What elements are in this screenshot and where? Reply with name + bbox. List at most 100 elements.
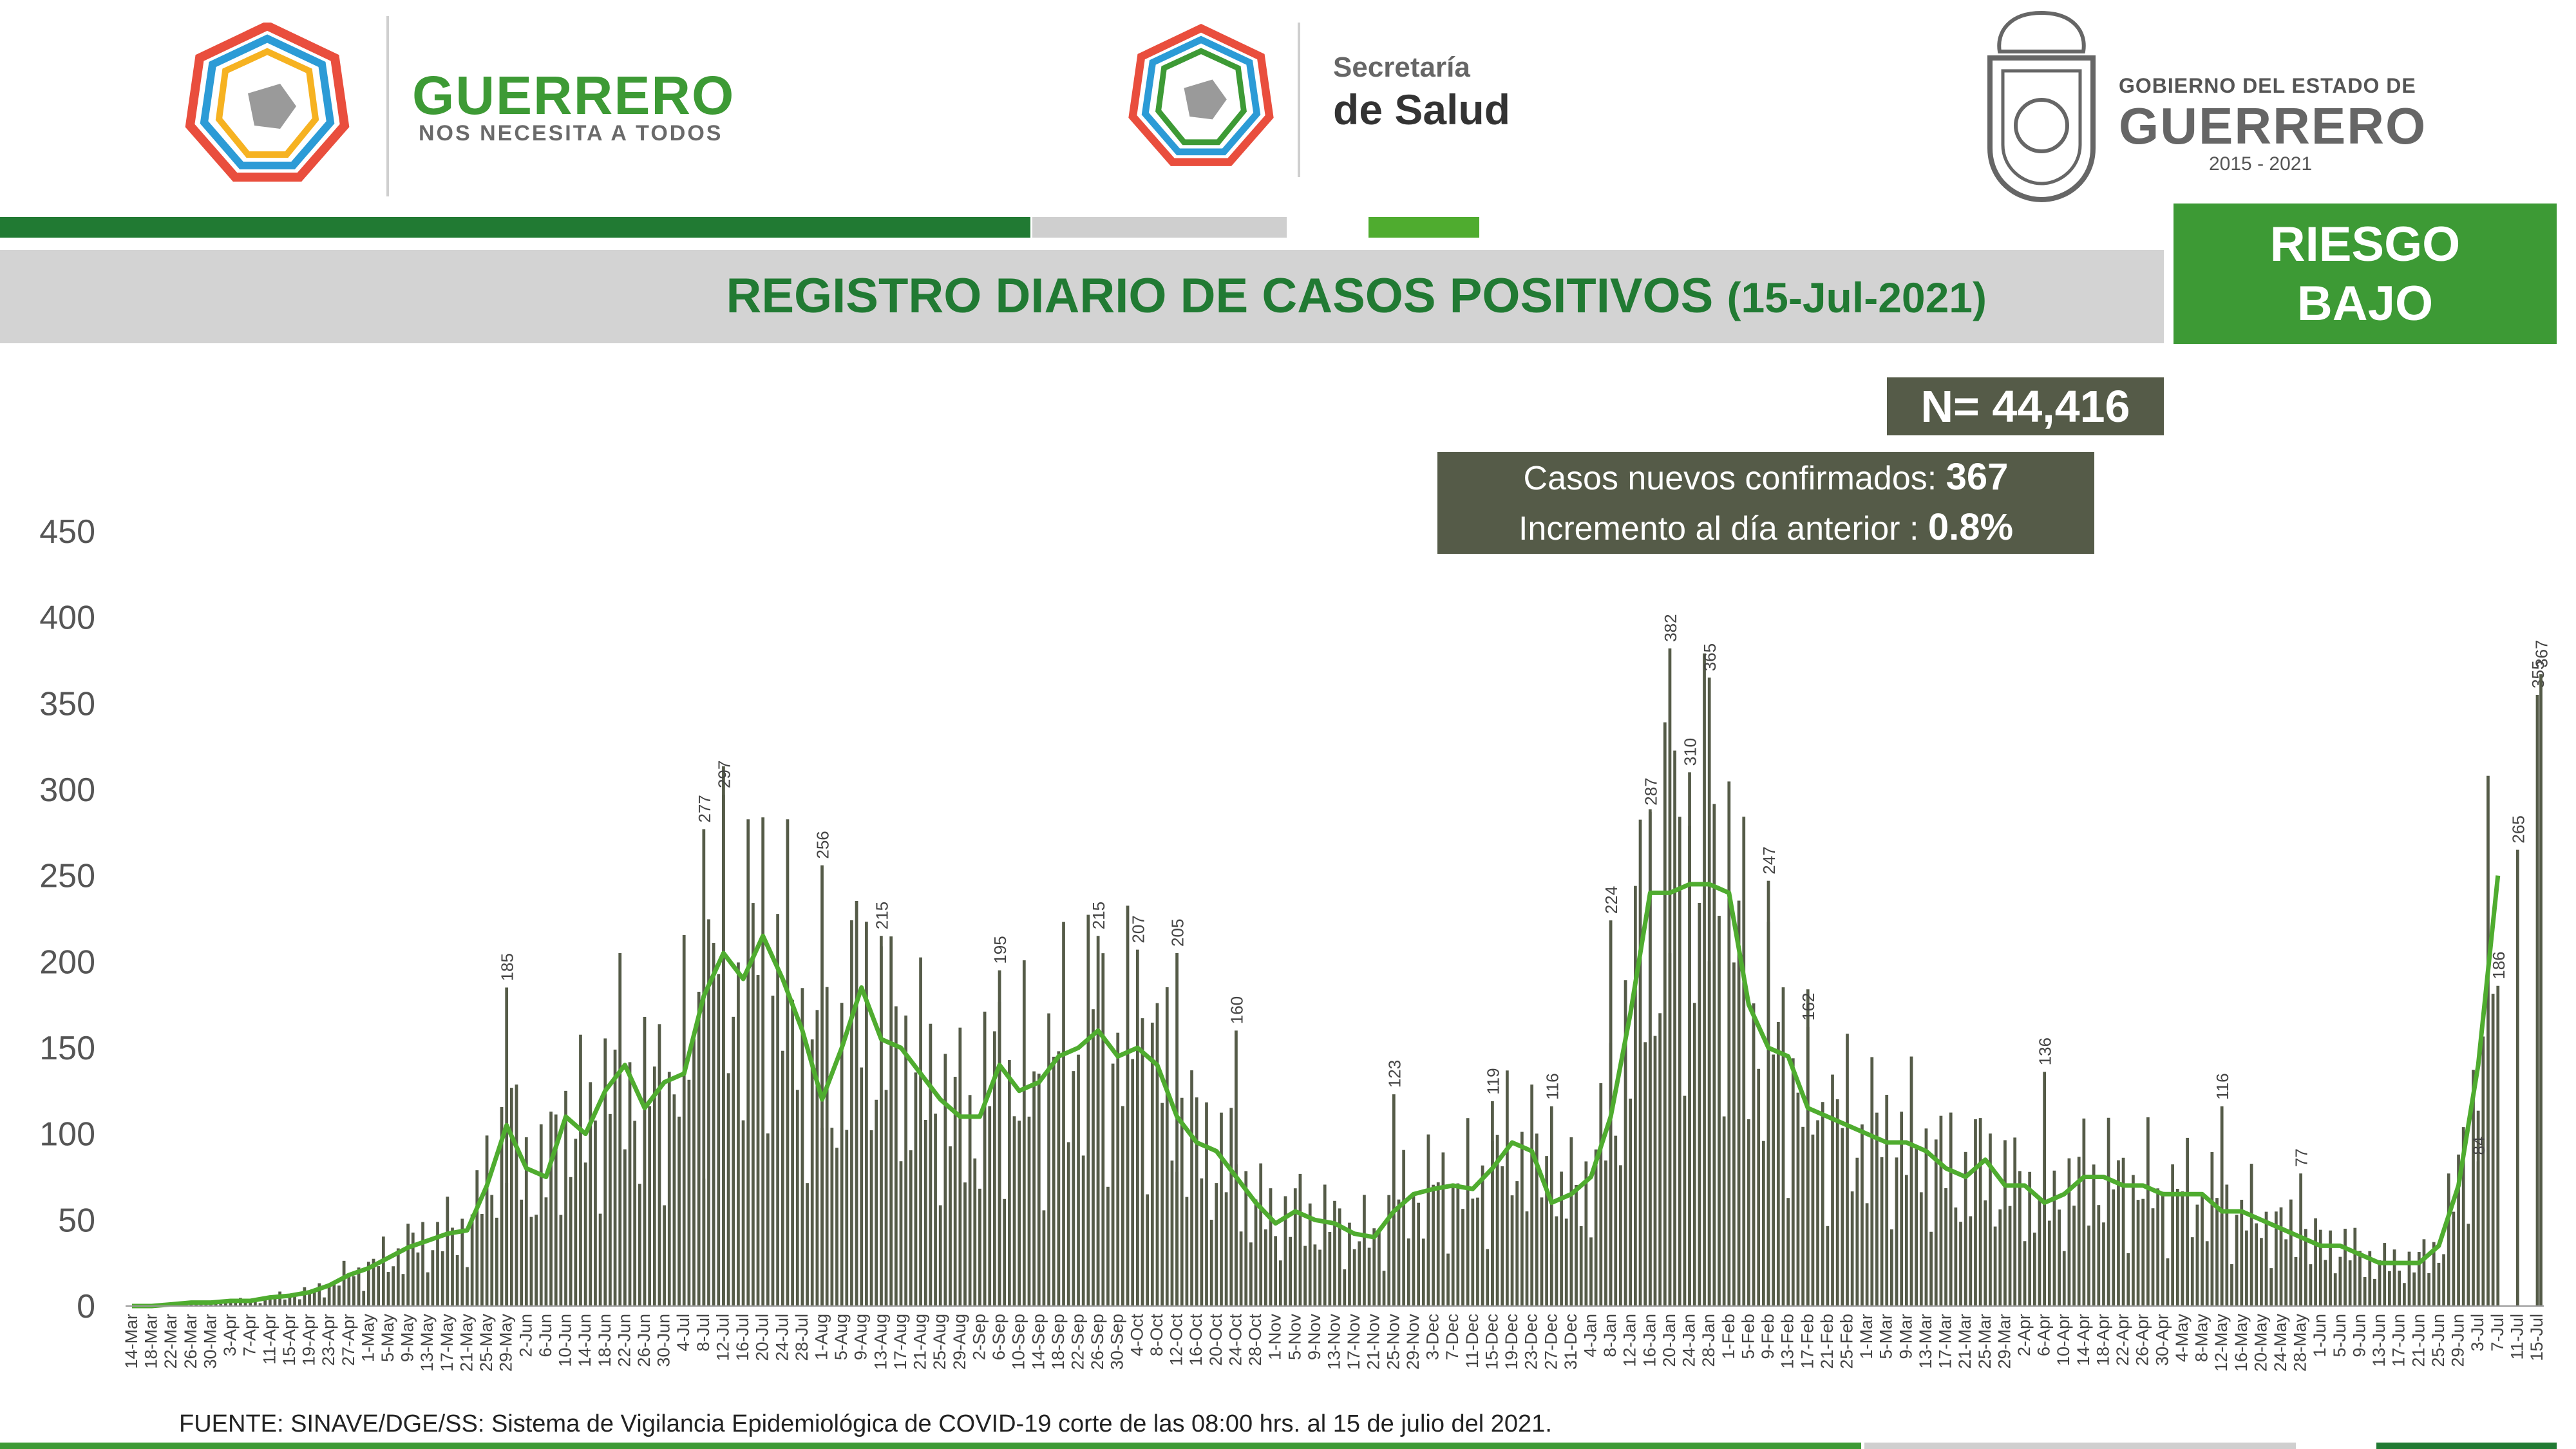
x-tick-label: 5-Nov	[1285, 1314, 1304, 1361]
daily-bar	[2314, 1218, 2317, 1306]
total-cases-box: N= 44,416	[1887, 377, 2164, 435]
daily-bar	[1589, 1237, 1593, 1306]
daily-bar	[1481, 1165, 1484, 1306]
daily-bar	[2383, 1243, 2387, 1306]
daily-bar	[2077, 1157, 2081, 1306]
x-tick-label: 1-Feb	[1719, 1314, 1738, 1359]
x-tick-label: 28-Jan	[1699, 1314, 1718, 1367]
daily-bar	[1220, 1112, 1223, 1306]
daily-bar	[751, 903, 755, 1306]
daily-bar	[1101, 953, 1105, 1306]
daily-bar	[2348, 1260, 2352, 1306]
bar-value-label: 116	[2213, 1073, 2232, 1099]
daily-bar	[1446, 1253, 1450, 1306]
x-tick-label: 11-Dec	[1463, 1314, 1482, 1368]
x-tick-label: 26-Sep	[1088, 1314, 1107, 1370]
daily-bar	[1333, 1200, 1336, 1306]
x-tick-label: 5-Feb	[1738, 1314, 1757, 1359]
bar-value-label: 207	[1128, 915, 1148, 943]
daily-bar	[1126, 905, 1130, 1306]
daily-bar	[2190, 1237, 2194, 1306]
daily-bar	[2186, 1137, 2189, 1306]
daily-bar	[1880, 1157, 1884, 1306]
x-tick-label: 12-May	[2211, 1314, 2231, 1372]
daily-bar	[480, 1213, 484, 1306]
daily-bar	[559, 1215, 563, 1306]
risk-line2: BAJO	[2297, 276, 2434, 331]
daily-bar	[1949, 1112, 1953, 1306]
daily-bar	[1698, 902, 1701, 1306]
labeled-bar	[505, 987, 509, 1306]
daily-bar	[1062, 922, 1065, 1306]
daily-bar	[1274, 1236, 1278, 1306]
daily-bar	[490, 1195, 494, 1306]
bar-value-label: 77	[2292, 1148, 2311, 1167]
daily-bar	[308, 1291, 311, 1306]
daily-bar	[633, 1121, 637, 1306]
daily-bar	[2151, 1208, 2155, 1306]
daily-bar	[1673, 750, 1676, 1306]
daily-bar	[894, 1006, 898, 1306]
daily-bar	[485, 1135, 489, 1306]
title-band: REGISTRO DIARIO DE CASOS POSITIVOS (15-J…	[0, 250, 2164, 343]
daily-bar	[1150, 1022, 1154, 1306]
daily-bar	[243, 1302, 247, 1306]
page-title: REGISTRO DIARIO DE CASOS POSITIVOS (15-J…	[726, 268, 1987, 324]
daily-bar	[1984, 1200, 1987, 1306]
bar-value-label: 215	[872, 902, 891, 929]
daily-bar	[2294, 1256, 2298, 1306]
x-tick-label: 25-May	[477, 1314, 496, 1372]
daily-bar	[2491, 994, 2495, 1306]
daily-bar	[889, 936, 893, 1306]
daily-bar	[312, 1289, 316, 1306]
daily-bar	[2087, 1226, 2090, 1306]
daily-bar	[2018, 1171, 2022, 1306]
daily-bar	[1924, 1128, 1928, 1306]
daily-bar	[1318, 1249, 1321, 1306]
daily-bar	[1742, 817, 1746, 1306]
x-tick-label: 14-Jun	[575, 1314, 594, 1367]
labeled-bar	[820, 865, 824, 1306]
x-tick-label: 24-Jan	[1680, 1314, 1699, 1367]
x-tick-label: 18-Sep	[1048, 1314, 1068, 1370]
daily-bar	[1352, 1249, 1356, 1306]
daily-bar	[1047, 1013, 1050, 1306]
daily-bar	[909, 1150, 913, 1306]
x-tick-label: 25-Aug	[930, 1314, 949, 1370]
daily-bar	[1451, 1186, 1455, 1306]
daily-bar	[2225, 1184, 2229, 1306]
daily-bar	[2067, 1158, 2071, 1306]
daily-bar	[544, 1197, 548, 1306]
x-tick-label: 15-Apr	[279, 1314, 299, 1366]
daily-bar	[288, 1295, 292, 1306]
labeled-bar	[1491, 1101, 1494, 1306]
daily-bar	[515, 1084, 518, 1306]
daily-bar	[1692, 1003, 1696, 1306]
daily-bar	[638, 1184, 641, 1306]
x-tick-label: 22-Apr	[2113, 1314, 2132, 1366]
x-tick-label: 20-Jan	[1660, 1314, 1679, 1367]
daily-bar	[1624, 980, 1627, 1306]
labeled-bar	[1648, 811, 1652, 1306]
bar-value-label: 215	[1089, 902, 1108, 929]
daily-bar	[865, 922, 868, 1306]
daily-bar	[1634, 886, 1637, 1306]
daily-bar	[1165, 987, 1169, 1306]
daily-bar	[1895, 1157, 1899, 1306]
labeled-bar	[722, 795, 725, 1306]
x-tick-label: 28-Jul	[792, 1314, 811, 1361]
daily-bar	[953, 1077, 957, 1306]
x-tick-label: 17-Mar	[1936, 1314, 1955, 1369]
daily-bar	[667, 1072, 671, 1306]
daily-bar	[337, 1285, 341, 1306]
x-tick-label: 15-Dec	[1482, 1314, 1501, 1370]
daily-bar	[2467, 1224, 2470, 1306]
daily-bar	[1501, 1166, 1504, 1306]
x-tick-label: 27-Apr	[339, 1314, 358, 1366]
x-tick-label: 20-Jul	[753, 1314, 772, 1361]
daily-bar	[1229, 1108, 1233, 1306]
daily-bar	[1461, 1209, 1464, 1306]
daily-bar	[810, 1039, 814, 1306]
x-tick-label: 12-Oct	[1167, 1314, 1186, 1367]
daily-bar	[1372, 1228, 1376, 1306]
